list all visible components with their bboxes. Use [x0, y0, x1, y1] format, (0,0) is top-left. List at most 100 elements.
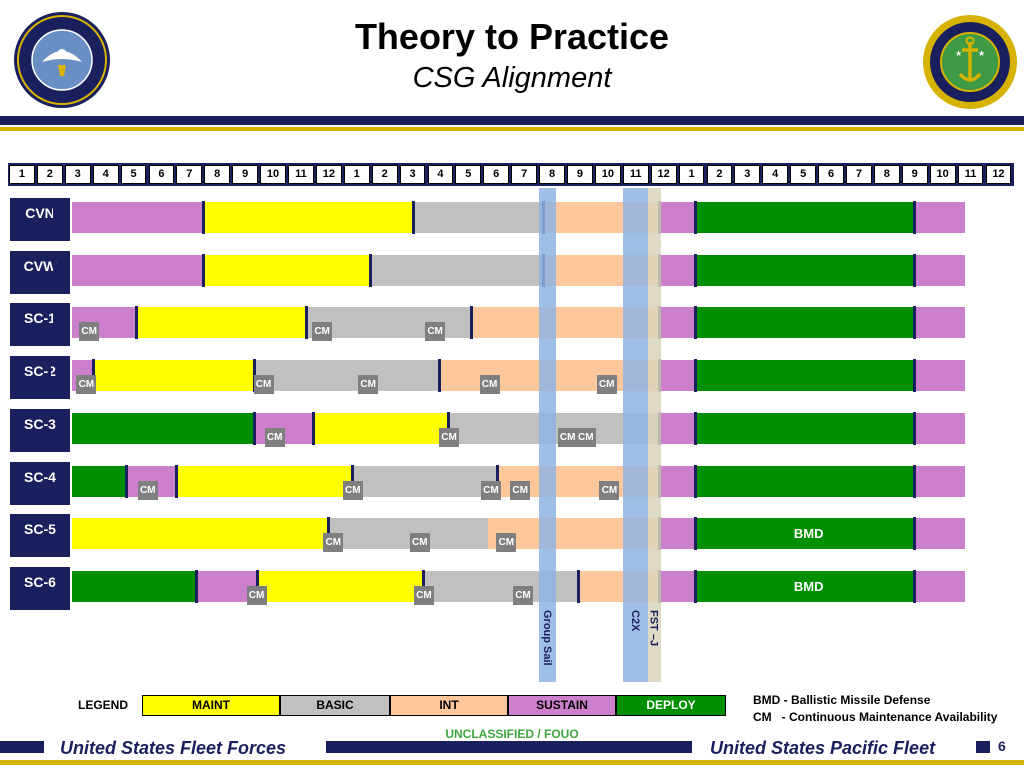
phase-separator: [694, 306, 698, 340]
month-cell: 10: [929, 165, 956, 184]
unit-label: CVW: [10, 250, 70, 294]
phase-separator: [469, 306, 473, 340]
footer-right-text: United States Pacific Fleet: [706, 738, 940, 759]
phase-segment-deploy: [695, 254, 915, 286]
cm-marker: CM: [264, 427, 285, 447]
pacific-fleet-seal: ★ ★: [922, 14, 1018, 115]
month-cell: 2: [36, 165, 63, 184]
phase-separator: [134, 306, 138, 340]
classification-label: UNCLASSIFIED / FOUO: [445, 727, 579, 741]
phase-segment-deploy: [695, 465, 915, 497]
month-cell: 5: [120, 165, 147, 184]
phase-separator: [253, 411, 257, 445]
phase-segment-sustain: [914, 202, 965, 233]
month-cell: 1: [343, 165, 370, 184]
phase-separator: [913, 569, 917, 603]
cm-marker: CM: [510, 480, 531, 500]
phase-separator: [194, 569, 198, 603]
month-cell: 9: [901, 165, 928, 184]
phase-separator: [913, 411, 917, 445]
phase-segment-sustain: [659, 202, 696, 233]
cm-marker: CM: [557, 427, 578, 447]
phase-separator: [52, 253, 56, 287]
phase-separator: [175, 464, 179, 498]
legend-item-int: INT: [390, 695, 508, 716]
phase-segment-sustain: [914, 360, 965, 392]
month-cell: 3: [64, 165, 91, 184]
phase-segment-sustain: [659, 307, 696, 339]
month-cell: 2: [371, 165, 398, 184]
header-rule-navy: [0, 116, 1024, 125]
phase-segment-sustain: [914, 307, 965, 339]
phase-separator: [312, 411, 315, 445]
phase-segment-basic: [254, 360, 440, 392]
month-cell: 2: [706, 165, 733, 184]
phase-separator: [913, 201, 917, 234]
phase-separator: [913, 306, 917, 340]
phase-separator: [201, 253, 205, 287]
phase-segment-sustain: [659, 412, 696, 444]
legend-item-maint: MAINT: [142, 695, 280, 716]
bmd-label: BMD: [793, 526, 824, 542]
phase-segment-sustain: [659, 360, 696, 392]
month-cell: 7: [176, 165, 203, 184]
month-cell: 10: [260, 165, 286, 184]
phase-separator: [48, 359, 52, 393]
phase-segment-sustain: [914, 412, 965, 444]
phase-segment-deploy: [72, 570, 197, 602]
month-cell: 1: [9, 165, 35, 184]
phase-segment-sustain: [914, 570, 965, 602]
month-cell: 7: [846, 165, 872, 184]
month-cell: 9: [232, 165, 259, 184]
phase-separator: [913, 517, 917, 551]
unit-label: SC-5: [10, 514, 70, 558]
phase-segment-sustain: [914, 518, 965, 550]
phase-segment-sustain: [72, 202, 204, 233]
month-cell: 7: [511, 165, 538, 184]
month-cell: 12: [650, 165, 677, 184]
phase-segment-maint: [313, 412, 449, 444]
phase-segment-basic: [328, 518, 488, 550]
cm-marker: CM: [342, 480, 363, 500]
svg-text:★: ★: [978, 49, 985, 58]
cm-marker: CM: [496, 533, 517, 553]
cm-marker: CM: [425, 322, 446, 342]
unit-label: SC-4: [10, 461, 70, 505]
fleet-forces-seal: [12, 10, 112, 115]
legend-item-basic: BASIC: [280, 695, 390, 716]
legend-note-cm: CM - Continuous Maintenance Availability: [753, 710, 998, 724]
event-band: [648, 188, 661, 682]
phase-separator: [52, 306, 56, 340]
event-label: C2X: [628, 610, 641, 632]
page-number: 6: [998, 738, 1006, 754]
phase-segment-deploy: [695, 360, 915, 392]
phase-segment-deploy: [695, 307, 915, 339]
legend-item-deploy: DEPLOY: [616, 695, 726, 716]
phase-separator: [694, 464, 698, 498]
phase-segment-sustain: [72, 254, 204, 286]
month-cell: 1: [678, 165, 705, 184]
page-subtitle: CSG Alignment: [412, 62, 612, 94]
month-cell: 3: [399, 165, 426, 184]
bmd-label: BMD: [793, 578, 824, 594]
cm-marker: CM: [312, 322, 333, 342]
phase-separator: [125, 464, 129, 498]
phase-separator: [412, 201, 416, 234]
phase-segment-basic: [370, 254, 544, 286]
legend-note-bmd: BMD - Ballistic Missile Defense: [753, 693, 931, 707]
phase-separator: [437, 359, 441, 393]
month-cell: 12: [985, 165, 1012, 184]
cm-marker: CM: [76, 375, 97, 395]
phase-segment-maint: [136, 307, 307, 339]
phase-segment-maint: [203, 254, 371, 286]
month-cell: 11: [957, 165, 984, 184]
footer-bar-center: [326, 741, 692, 753]
footer-bar-left: [0, 741, 44, 753]
month-cell: 4: [762, 165, 789, 184]
cm-marker: CM: [137, 480, 158, 500]
phase-segment-basic: [413, 202, 544, 233]
cm-marker: CM: [79, 322, 100, 342]
phase-segment-maint: [72, 518, 329, 550]
phase-segment-deploy: [695, 202, 915, 233]
legend-title: LEGEND: [78, 698, 129, 712]
